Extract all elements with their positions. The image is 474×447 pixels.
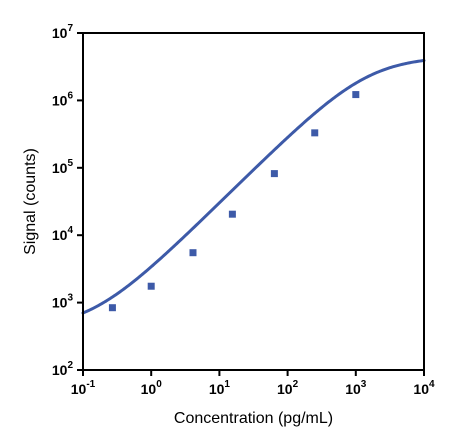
x-tick-label: 102	[277, 379, 299, 397]
y-tick-label: 102	[52, 360, 74, 378]
data-point	[311, 129, 319, 137]
y-axis-label: Signal (counts)	[22, 148, 39, 255]
data-points-layer	[108, 91, 360, 312]
fit-curve-layer	[81, 58, 426, 315]
x-axis-label: Concentration (pg/mL)	[174, 410, 333, 427]
axes-layer: 10-1 100 101 102 103 104 102 103 104 105 106 107	[52, 23, 435, 397]
x-tick-label: 104	[413, 379, 435, 397]
y-tick-label: 106	[52, 90, 74, 108]
y-tick-label: 107	[52, 23, 74, 41]
y-tick-label: 103	[52, 293, 74, 311]
labels-layer: Concentration (pg/mL) Signal (counts)	[22, 148, 333, 427]
data-point	[228, 210, 236, 218]
x-tick-label: 103	[345, 379, 367, 397]
x-tick-label: 100	[141, 379, 163, 397]
y-tick-label: 104	[52, 225, 74, 243]
y-tick-label: 105	[52, 158, 74, 176]
data-point	[108, 304, 116, 312]
data-point	[147, 282, 155, 290]
data-point	[352, 91, 360, 99]
x-tick-label: 10-1	[71, 379, 96, 397]
plot-frame	[82, 32, 425, 371]
x-tick-label: 101	[209, 379, 231, 397]
data-point	[189, 249, 197, 257]
fit-curve-line	[81, 58, 426, 315]
data-point	[270, 170, 278, 178]
